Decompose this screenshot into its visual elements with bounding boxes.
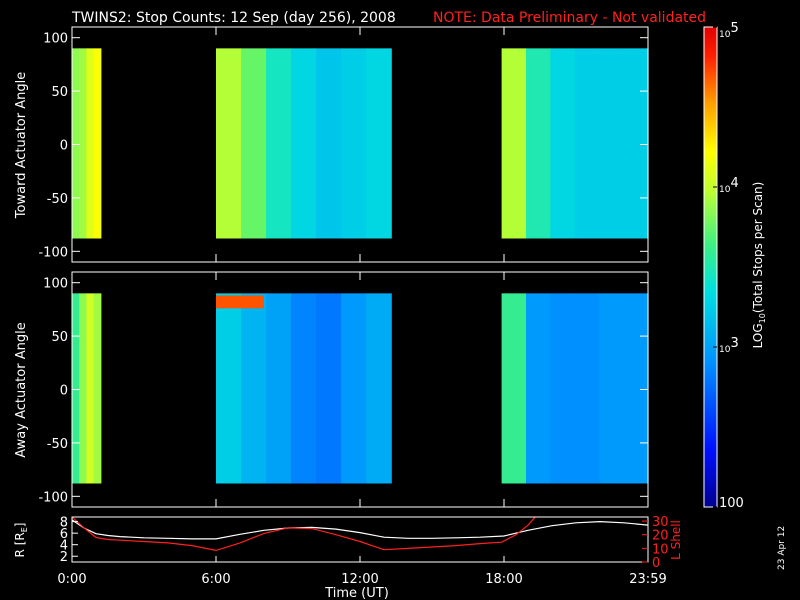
r-label-main: R [R (13, 532, 27, 557)
away-block-1-strip-0 (216, 293, 242, 484)
toward-block-2-strip-1 (526, 48, 551, 239)
colorbar-tick-label-3: 100 (719, 496, 744, 511)
away-block-1-strip-5 (341, 293, 367, 484)
colorbar-tick-base-3: 100 (719, 496, 744, 511)
toward-block-2-strip-5 (623, 48, 649, 239)
away-block-0-strip-3 (93, 293, 102, 484)
colorbar-tick-base-1: 10 (719, 185, 731, 195)
orbit-lshell-tick-label-0: 30 (652, 515, 669, 530)
away-block-1-strip-1 (241, 293, 267, 484)
orbit-r-tick-label-3: 2 (60, 550, 68, 565)
orbit-x-axis-label: Time (UT) (324, 586, 389, 600)
away-block-2-strip-1 (526, 293, 551, 484)
toward-block-1-strip-0 (216, 48, 242, 239)
colorbar-tick-label-2: 103 (719, 336, 739, 355)
away-block-0-strip-1 (79, 293, 87, 484)
colorbar-tick-exp-2: 3 (730, 336, 738, 351)
lshell-series-line (72, 517, 536, 552)
orbit-lshell-tick-label-2: 10 (652, 542, 669, 557)
away-block-2-strip-0 (501, 293, 527, 484)
orbit-r-tick-label-1: 6 (60, 527, 68, 542)
orbit-frame (71, 516, 649, 563)
toward-block-1-strip-5 (341, 48, 367, 239)
toward-block-0-strip-3 (93, 48, 102, 239)
orbit-xtick-label-0: 0:00 (57, 572, 86, 587)
toward-block-0-strip-1 (79, 48, 87, 239)
away-block-1-strip-3 (291, 293, 317, 484)
r-label-end: ] (13, 523, 27, 528)
away-block-1-strip-6 (366, 293, 392, 484)
away-block-1-strip-4 (316, 293, 342, 484)
orbit-xtick-label-3: 18:00 (485, 572, 522, 587)
colorbar-tick-base-0: 10 (719, 30, 731, 40)
away-ytick-label-0: 100 (43, 277, 68, 292)
colorbar-label: LOG10(Total Stops per Scan) (751, 182, 767, 349)
toward-ytick-label-0: 100 (43, 32, 68, 47)
away-ytick-label-3: -50 (47, 437, 68, 452)
away-block-2-strip-5 (623, 293, 649, 484)
away-y-axis-label: Away Actuator Angle (14, 322, 29, 457)
away-heatmap-panel: 100 50 0 -50 -100 (38, 271, 649, 508)
orbit-xtick-label-1: 6:00 (201, 572, 230, 587)
r-label-sub: E (20, 527, 29, 532)
away-block-2-strip-3 (574, 293, 600, 484)
away-block-0-strip-2 (86, 293, 95, 484)
cb-label-sub: 10 (758, 313, 767, 323)
away-ytick-label-4: -100 (38, 490, 68, 505)
colorbar-gradient (704, 27, 717, 507)
toward-block-2-strip-2 (550, 48, 576, 239)
away-block-2-strip-4 (599, 293, 625, 484)
toward-y-axis-label: Toward Actuator Angle (14, 72, 29, 219)
cb-label-main: LOG (751, 323, 765, 348)
away-ytick-label-1: 50 (51, 330, 68, 345)
toward-block-2-strip-4 (599, 48, 625, 239)
preliminary-note: NOTE: Data Preliminary - Not validated (433, 10, 706, 26)
toward-block-1-strip-1 (241, 48, 267, 239)
orbit-xtick-label-4: 23:59 (629, 572, 666, 587)
orbit-xtick-label-2: 12:00 (341, 572, 378, 587)
colorbar-frame (703, 26, 718, 508)
toward-block-0-strip-0 (72, 48, 80, 239)
orbit-r-tick-label-2: 4 (60, 539, 68, 554)
toward-block-1-strip-4 (316, 48, 342, 239)
colorbar-tick-exp-0: 5 (730, 21, 738, 36)
colorbar-tick-base-2: 10 (719, 345, 731, 355)
orbit-lshell-axis-label: L Shell (669, 520, 683, 560)
away-block-0-strip-0 (72, 293, 80, 484)
colorbar-tick-label-1: 104 (719, 176, 739, 195)
figure-title: TWINS2: Stop Counts: 12 Sep (day 256), 2… (71, 10, 396, 26)
colorbar-tick-exp-1: 4 (730, 176, 738, 191)
radius-series-line (72, 519, 648, 540)
date-stamp: 23 Apr 12 (777, 526, 787, 570)
toward-block-0-strip-2 (86, 48, 95, 239)
toward-block-1-strip-2 (266, 48, 292, 239)
toward-ytick-label-3: -50 (47, 192, 68, 207)
colorbar-tick-label-0: 105 (719, 21, 739, 40)
toward-block-2-strip-0 (501, 48, 527, 239)
orbit-lshell-tick-label-1: 20 (652, 529, 669, 544)
toward-heatmap-panel: 100 50 0 -50 -100 (38, 26, 649, 263)
orbit-r-axis-label: R [RE] (13, 523, 29, 558)
orbit-lshell-tick-label-3: 0 (652, 556, 660, 571)
away-block-1-strip-2 (266, 293, 292, 484)
toward-ytick-label-2: 0 (60, 139, 68, 154)
orbit-r-tick-label-0: 8 (60, 516, 68, 531)
toward-block-2-strip-3 (574, 48, 600, 239)
away-block-2-strip-2 (550, 293, 576, 484)
cb-label-end: (Total Stops per Scan) (751, 182, 765, 313)
toward-ytick-label-1: 50 (51, 85, 68, 100)
toward-block-1-strip-3 (291, 48, 317, 239)
toward-ytick-label-4: -100 (38, 245, 68, 260)
toward-block-1-strip-6 (366, 48, 392, 239)
away-block-1-hot-band (216, 295, 264, 309)
away-ytick-label-2: 0 (60, 384, 68, 399)
